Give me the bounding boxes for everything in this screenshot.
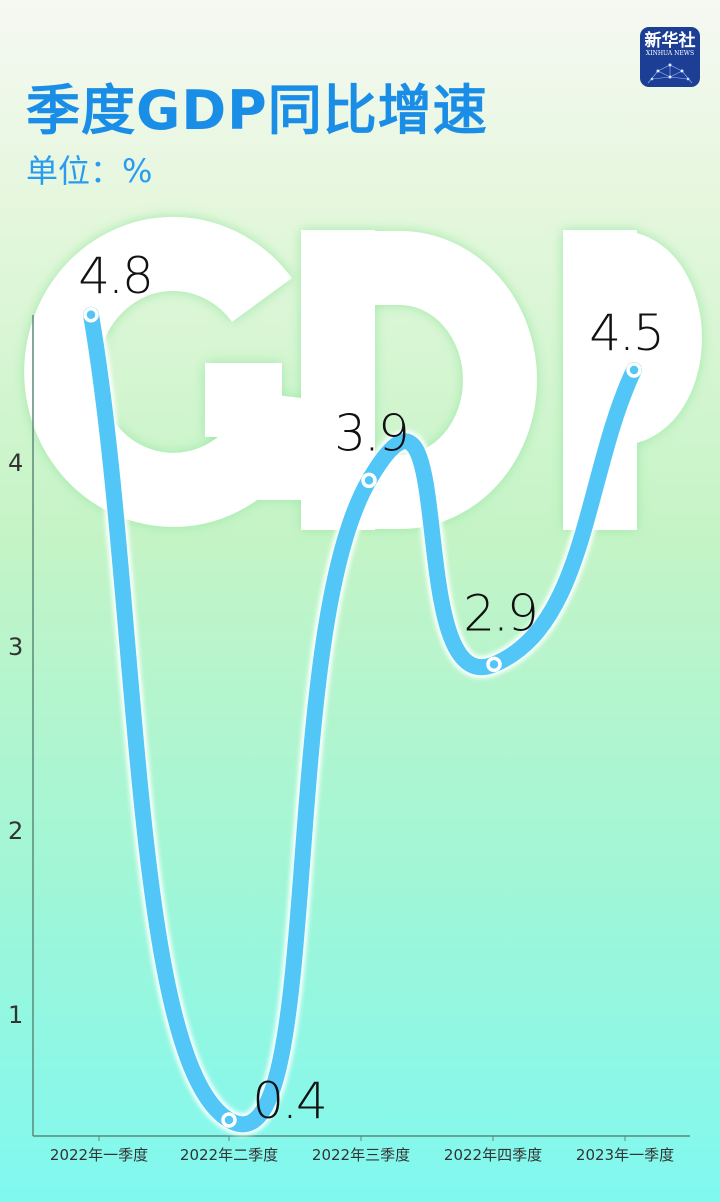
y-tick-label: 3 [8, 633, 23, 661]
data-point [361, 472, 377, 489]
data-label: 4.8 [78, 247, 152, 305]
logo-en: XINHUA NEWS [645, 50, 695, 57]
data-label: 4.5 [589, 304, 663, 362]
chart-title: 季度GDP同比增速 [26, 79, 488, 142]
y-tick-label: 2 [8, 817, 23, 845]
x-tick-label: 2022年三季度 [312, 1146, 410, 1164]
xinhua-logo: 新华社 XINHUA NEWS [640, 27, 700, 87]
x-tick-label: 2022年二季度 [180, 1146, 278, 1164]
x-tick-label: 2022年一季度 [50, 1146, 148, 1164]
y-tick-label: 4 [8, 449, 23, 477]
y-tick-label: 1 [8, 1001, 23, 1029]
data-point [83, 307, 99, 323]
series-line [83, 306, 642, 1132]
data-label: 3.9 [334, 404, 408, 462]
data-label: 2.9 [463, 584, 537, 642]
x-tick-label: 2022年四季度 [444, 1146, 542, 1164]
x-tick-label: 2023年一季度 [576, 1146, 674, 1164]
data-label: 0.4 [252, 1072, 326, 1130]
data-point [486, 656, 502, 673]
data-point [626, 362, 642, 378]
data-point [221, 1112, 237, 1128]
network-icon [647, 63, 693, 84]
watermark-letter-g [24, 216, 319, 527]
logo-cn: 新华社 [644, 31, 696, 51]
unit-label: 单位：% [26, 152, 153, 190]
